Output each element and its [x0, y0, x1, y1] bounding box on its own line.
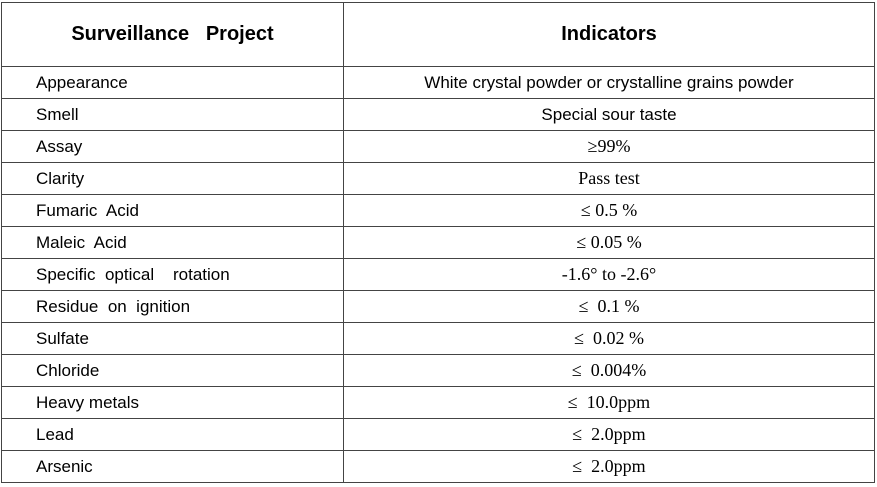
- item-cell: Lead: [1, 418, 344, 451]
- indicator-cell: ≤ 0.004%: [343, 354, 875, 387]
- item-cell: Assay: [1, 130, 344, 163]
- header-cell: Surveillance Project: [1, 2, 344, 67]
- indicator-cell: ≤ 2.0ppm: [343, 418, 875, 451]
- table-row: Clarity Pass test: [1, 162, 875, 195]
- item-cell: Heavy metals: [1, 386, 344, 419]
- table-row: Chloride ≤ 0.004%: [1, 354, 875, 387]
- indicator-cell: -1.6° to -2.6°: [343, 258, 875, 291]
- header-cell: Indicators: [343, 2, 875, 67]
- indicator-cell: ≤ 0.5 %: [343, 194, 875, 227]
- indicator-cell: ≤ 0.05 %: [343, 226, 875, 259]
- indicator-cell: ≤ 0.1 %: [343, 290, 875, 323]
- table-row: Assay ≥99%: [1, 130, 875, 163]
- indicator-cell: Pass test: [343, 162, 875, 195]
- indicator-cell: ≤ 2.0ppm: [343, 450, 875, 483]
- item-cell: Smell: [1, 98, 344, 131]
- item-cell: Arsenic: [1, 450, 344, 483]
- table-row: Fumaric Acid ≤ 0.5 %: [1, 194, 875, 227]
- item-cell: Fumaric Acid: [1, 194, 344, 227]
- table-body: Appearance White crystal powder or crysta…: [1, 66, 875, 483]
- table-row: Heavy metals ≤ 10.0ppm: [1, 386, 875, 419]
- table-row: Lead ≤ 2.0ppm: [1, 418, 875, 451]
- item-cell: Appearance: [1, 66, 344, 99]
- table-row: Sulfate ≤ 0.02 %: [1, 322, 875, 355]
- item-cell: Clarity: [1, 162, 344, 195]
- indicator-cell: ≤ 0.02 %: [343, 322, 875, 355]
- indicator-cell: ≤ 10.0ppm: [343, 386, 875, 419]
- item-cell: Chloride: [1, 354, 344, 387]
- item-cell: Maleic Acid: [1, 226, 344, 259]
- item-cell: Sulfate: [1, 322, 344, 355]
- table-row: Maleic Acid ≤ 0.05 %: [1, 226, 875, 259]
- indicator-cell: ≥99%: [343, 130, 875, 163]
- table-row: Arsenic ≤ 2.0ppm: [1, 450, 875, 483]
- indicator-cell: Special sour taste: [343, 98, 875, 131]
- header-row: Surveillance Project Indicators: [1, 2, 875, 67]
- table-row: Specific optical rotation -1.6° to -2.6°: [1, 258, 875, 291]
- table-row: Appearance White crystal powder or crysta…: [1, 66, 875, 99]
- item-cell: Residue on ignition: [1, 290, 344, 323]
- table-row: Smell Special sour taste: [1, 98, 875, 131]
- indicator-cell: White crystal powder or crystalline grai…: [343, 66, 875, 99]
- table-row: Residue on ignition ≤ 0.1 %: [1, 290, 875, 323]
- item-cell: Specific optical rotation: [1, 258, 344, 291]
